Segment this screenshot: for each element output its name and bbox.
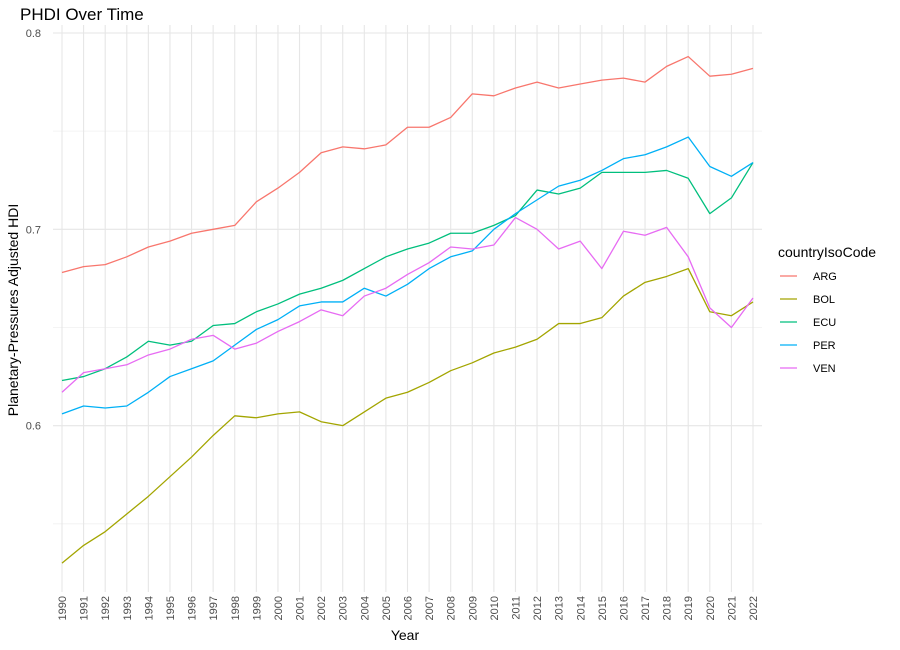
series-line-bol (61, 267, 754, 564)
x-tick-label: 2007 (424, 596, 436, 620)
y-tick-labels: 0.6 0.7 0.8 (26, 28, 41, 433)
x-tick-label: 2005 (381, 596, 393, 620)
x-tick-label: 2002 (316, 596, 328, 620)
x-tick-label: 1999 (251, 596, 263, 620)
x-tick-label: 2017 (640, 596, 652, 620)
legend-title: countryIsoCode (778, 244, 876, 260)
legend-label-arg: ARG (813, 271, 837, 283)
series-line-arg (61, 55, 754, 274)
x-axis-title: Year (391, 627, 420, 643)
legend-label-bol: BOL (813, 294, 835, 306)
x-tick-label: 2019 (683, 596, 695, 620)
x-tick-label: 2004 (359, 596, 371, 620)
x-tick-label: 2018 (662, 596, 674, 620)
x-tick-label: 2021 (726, 596, 738, 620)
grid-layer (53, 25, 762, 592)
x-tick-label: 2015 (597, 596, 609, 620)
x-tick-label: 2009 (467, 596, 479, 620)
y-tick-label: 0.6 (26, 421, 41, 433)
chart-title: PHDI Over Time (20, 5, 144, 24)
x-tick-label: 2011 (510, 596, 522, 620)
legend-label-per: PER (813, 340, 836, 352)
x-tick-label: 2020 (705, 596, 717, 620)
series-line-ven (61, 216, 754, 393)
series-line-ecu (61, 162, 754, 382)
y-tick-label: 0.7 (26, 224, 41, 236)
x-tick-label: 1992 (100, 596, 112, 620)
y-axis-title: Planetary-Pressures Adjusted HDI (5, 204, 21, 416)
x-tick-label: 2012 (532, 596, 544, 620)
x-tick-label: 2003 (338, 596, 350, 620)
x-tick-label: 2006 (403, 596, 415, 620)
x-tick-label: 1998 (230, 596, 242, 620)
x-tick-label: 2010 (489, 596, 501, 620)
legend-label-ecu: ECU (813, 317, 836, 329)
x-tick-label: 1996 (187, 596, 199, 620)
x-tick-label: 2014 (575, 596, 587, 620)
x-tick-label: 1994 (143, 596, 155, 620)
x-tick-label: 2000 (273, 596, 285, 620)
y-tick-label: 0.8 (26, 28, 41, 40)
x-tick-labels: 1990 1991 1992 1993 1994 1995 1996 1997 1998 1999… (57, 596, 760, 620)
x-tick-label: 2022 (748, 596, 760, 620)
series-line-per (61, 136, 754, 415)
x-tick-label: 2008 (446, 596, 458, 620)
x-tick-label: 1997 (208, 596, 220, 620)
x-tick-label: 2016 (618, 596, 630, 620)
legend-label-ven: VEN (813, 363, 836, 375)
x-tick-label: 2013 (554, 596, 566, 620)
x-tick-label: 1991 (79, 596, 91, 620)
x-tick-label: 1990 (57, 596, 69, 620)
series-layer (61, 55, 754, 564)
x-tick-label: 1995 (165, 596, 177, 620)
legend-items: ARG BOL ECU PER VEN (780, 271, 837, 375)
x-tick-label: 2001 (295, 596, 307, 620)
x-tick-label: 1993 (122, 596, 134, 620)
legend: countryIsoCode ARG BOL ECU PER VEN (778, 244, 876, 375)
